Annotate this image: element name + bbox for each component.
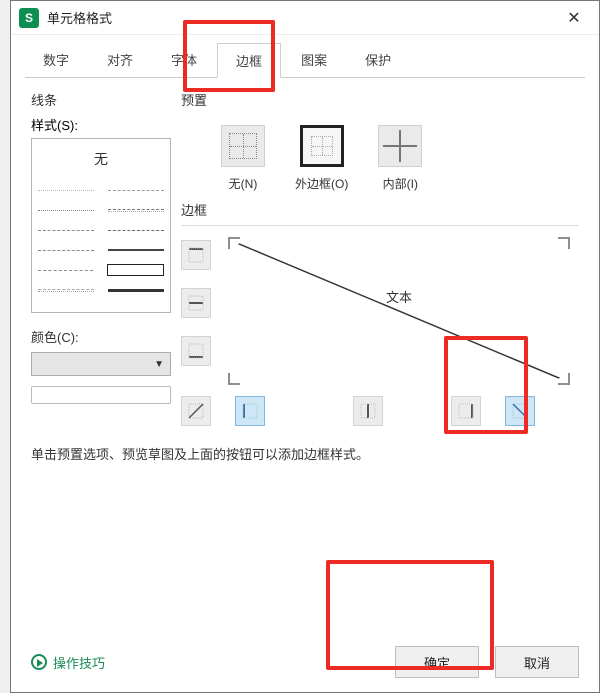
line-style-option[interactable] bbox=[108, 190, 164, 191]
line-style-option[interactable] bbox=[107, 264, 164, 276]
border-left-button[interactable] bbox=[235, 396, 265, 426]
dialog-footer: 操作技巧 确定 取消 bbox=[31, 646, 579, 678]
color-preview bbox=[31, 386, 171, 404]
border-preview[interactable]: 文本 bbox=[219, 236, 579, 386]
preset-none[interactable]: 无(N) bbox=[221, 125, 265, 192]
border-panel: 预置 无(N) 外边框(O) 内部(I) 边框 bbox=[181, 90, 579, 426]
chevron-down-icon: ▼ bbox=[154, 359, 164, 370]
tab-number[interactable]: 数字 bbox=[25, 43, 87, 78]
bottom-border-buttons bbox=[181, 396, 579, 426]
line-style-list[interactable]: 无 bbox=[31, 138, 171, 313]
side-border-buttons bbox=[181, 236, 211, 386]
border-diag-up-button[interactable] bbox=[181, 396, 211, 426]
line-style-option[interactable] bbox=[108, 209, 164, 212]
tab-border[interactable]: 边框 bbox=[217, 43, 281, 78]
preset-section-label: 预置 bbox=[181, 90, 579, 109]
line-style-option[interactable] bbox=[108, 230, 164, 231]
tab-align[interactable]: 对齐 bbox=[89, 43, 151, 78]
tips-link[interactable]: 操作技巧 bbox=[31, 653, 105, 672]
line-style-option[interactable] bbox=[38, 230, 94, 231]
line-style-option[interactable] bbox=[38, 270, 93, 271]
line-style-option[interactable] bbox=[108, 249, 164, 251]
line-style-option[interactable] bbox=[38, 250, 94, 251]
play-icon bbox=[31, 654, 47, 670]
color-dropdown[interactable]: ▼ bbox=[31, 352, 171, 376]
border-middle-v-button[interactable] bbox=[353, 396, 383, 426]
border-right-button[interactable] bbox=[451, 396, 481, 426]
color-label: 颜色(C): bbox=[31, 327, 171, 346]
preset-row: 无(N) 外边框(O) 内部(I) bbox=[181, 115, 579, 200]
hint-text: 单击预置选项、预览草图及上面的按钮可以添加边框样式。 bbox=[11, 426, 599, 481]
line-style-option[interactable] bbox=[108, 289, 164, 292]
line-style-option[interactable] bbox=[38, 289, 94, 292]
line-section-label: 线条 bbox=[31, 90, 171, 109]
border-diag-down-button[interactable] bbox=[505, 396, 535, 426]
border-top-button[interactable] bbox=[181, 240, 211, 270]
preview-cell-text: 文本 bbox=[386, 287, 412, 306]
tab-bar: 数字 对齐 字体 边框 图案 保护 bbox=[11, 35, 599, 78]
titlebar: S 单元格格式 ✕ bbox=[11, 1, 599, 35]
border-middle-h-button[interactable] bbox=[181, 288, 211, 318]
dialog-title: 单元格格式 bbox=[47, 8, 557, 27]
preset-outline[interactable]: 外边框(O) bbox=[295, 125, 348, 192]
style-label: 样式(S): bbox=[31, 115, 171, 134]
ok-button[interactable]: 确定 bbox=[395, 646, 479, 678]
line-style-option[interactable] bbox=[38, 190, 94, 191]
border-bottom-button[interactable] bbox=[181, 336, 211, 366]
dialog-body: 线条 样式(S): 无 bbox=[11, 78, 599, 426]
tab-font[interactable]: 字体 bbox=[153, 43, 215, 78]
border-section-label: 边框 bbox=[181, 200, 579, 219]
border-editor: 文本 bbox=[181, 236, 579, 386]
tab-protect[interactable]: 保护 bbox=[347, 43, 409, 78]
tab-pattern[interactable]: 图案 bbox=[283, 43, 345, 78]
cell-format-dialog: S 单元格格式 ✕ 数字 对齐 字体 边框 图案 保护 线条 样式(S): 无 bbox=[10, 0, 600, 693]
app-icon: S bbox=[19, 8, 39, 28]
line-panel: 线条 样式(S): 无 bbox=[31, 90, 171, 426]
cancel-button[interactable]: 取消 bbox=[495, 646, 579, 678]
tips-label: 操作技巧 bbox=[53, 653, 105, 672]
close-button[interactable]: ✕ bbox=[557, 1, 591, 35]
line-style-none[interactable]: 无 bbox=[38, 145, 164, 177]
line-style-option[interactable] bbox=[38, 210, 94, 211]
preset-inside[interactable]: 内部(I) bbox=[378, 125, 422, 192]
tab-underline bbox=[25, 77, 585, 78]
